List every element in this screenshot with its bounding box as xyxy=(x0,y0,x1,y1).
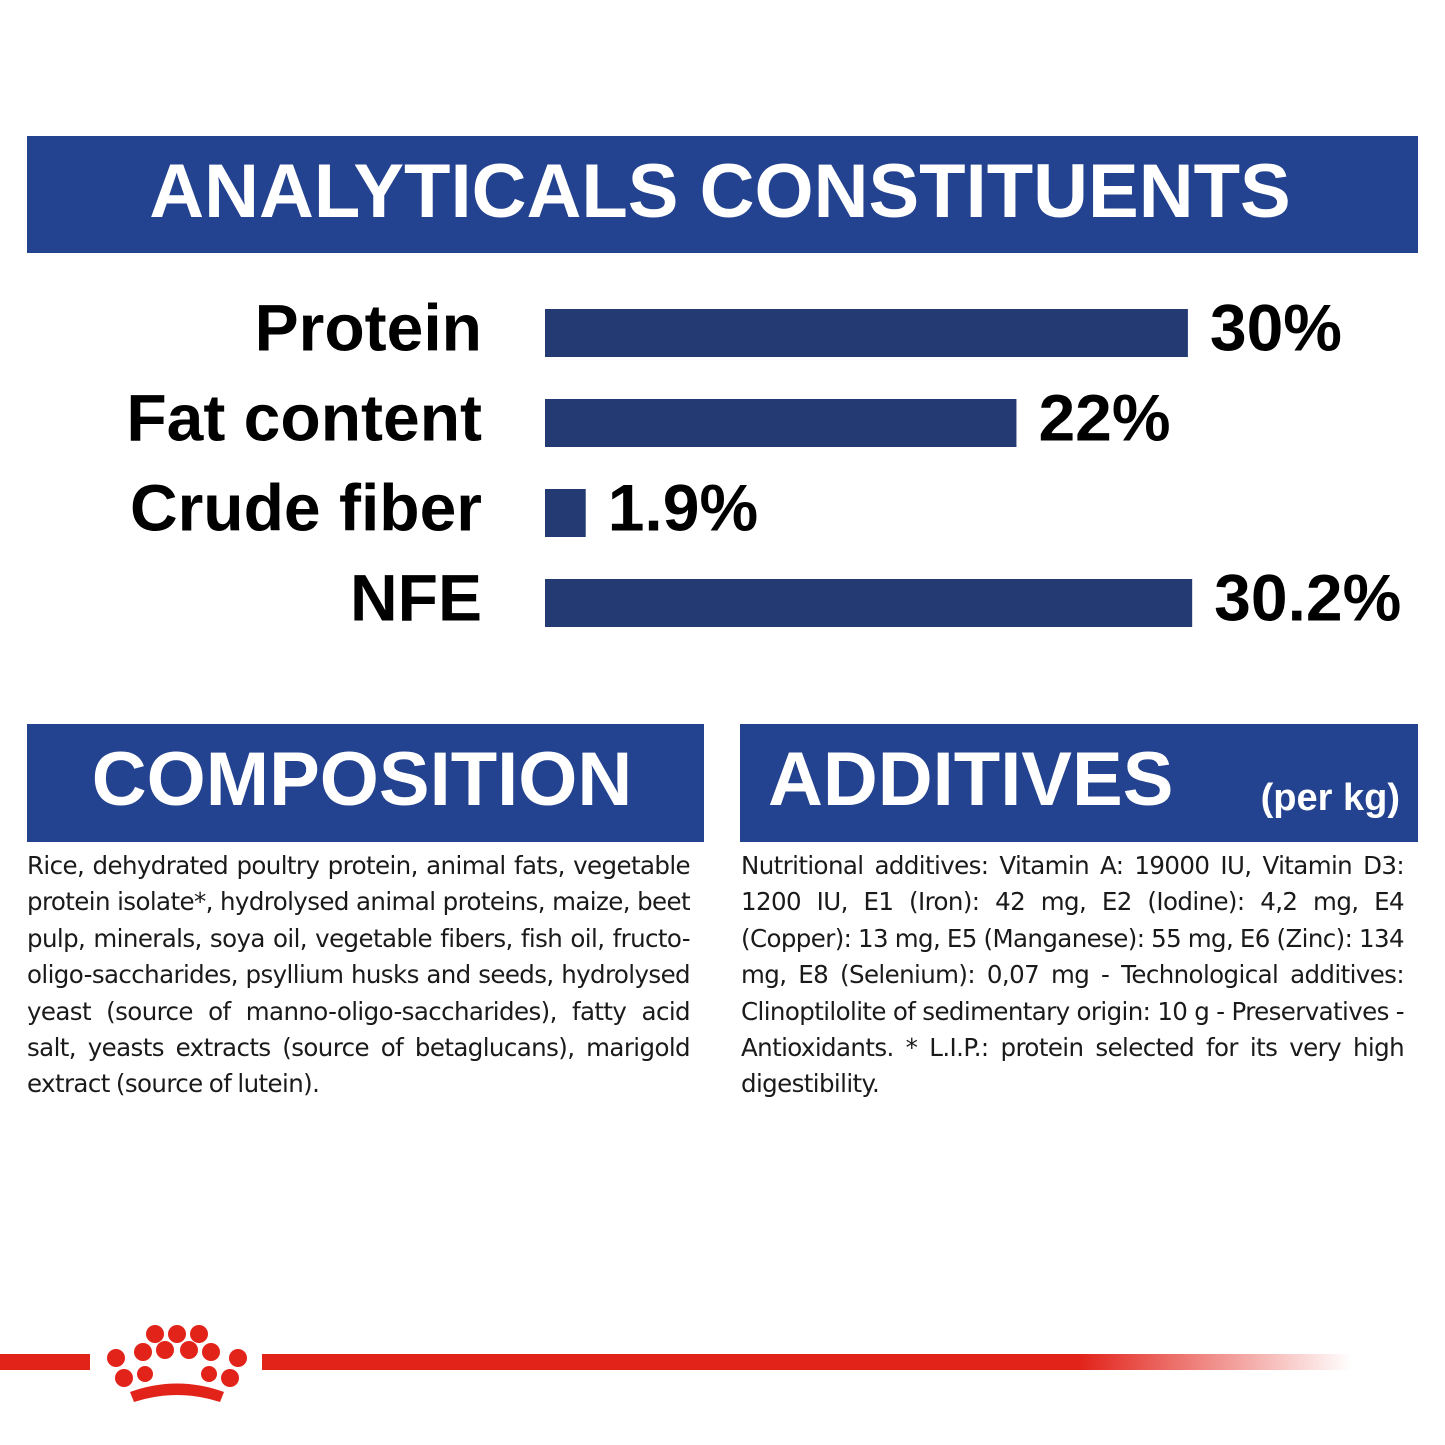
category-label: Fat content xyxy=(126,380,482,454)
bar xyxy=(545,579,1193,627)
composition-title: COMPOSITION xyxy=(92,737,632,822)
additives-title: ADDITIVES xyxy=(768,737,1173,822)
bar xyxy=(545,309,1188,357)
additives-text: Nutritional additives: Vitamin A: 19000 … xyxy=(741,851,1405,1099)
chart-title: ANALYTICALS CONSTITUENTS xyxy=(149,149,1290,234)
value-label: 1.9% xyxy=(608,470,758,544)
composition-text: Rice, dehydrated poultry protein, animal… xyxy=(27,851,691,1099)
value-label: 30% xyxy=(1210,290,1342,364)
additives-subtitle: (per kg) xyxy=(1261,777,1400,819)
footer-logo xyxy=(0,1325,1352,1402)
category-label: Protein xyxy=(255,290,482,364)
bar xyxy=(545,489,586,537)
value-label: 22% xyxy=(1038,380,1170,454)
bar xyxy=(545,399,1017,447)
crown xyxy=(107,1325,247,1402)
composition-banner xyxy=(27,724,704,842)
title-banner xyxy=(27,136,1418,253)
value-label: 30.2% xyxy=(1214,560,1401,634)
footer-line xyxy=(0,1354,90,1370)
category-label: NFE xyxy=(350,560,482,634)
footer-line xyxy=(262,1354,1352,1370)
additives-banner xyxy=(740,724,1418,842)
category-label: Crude fiber xyxy=(130,470,482,544)
